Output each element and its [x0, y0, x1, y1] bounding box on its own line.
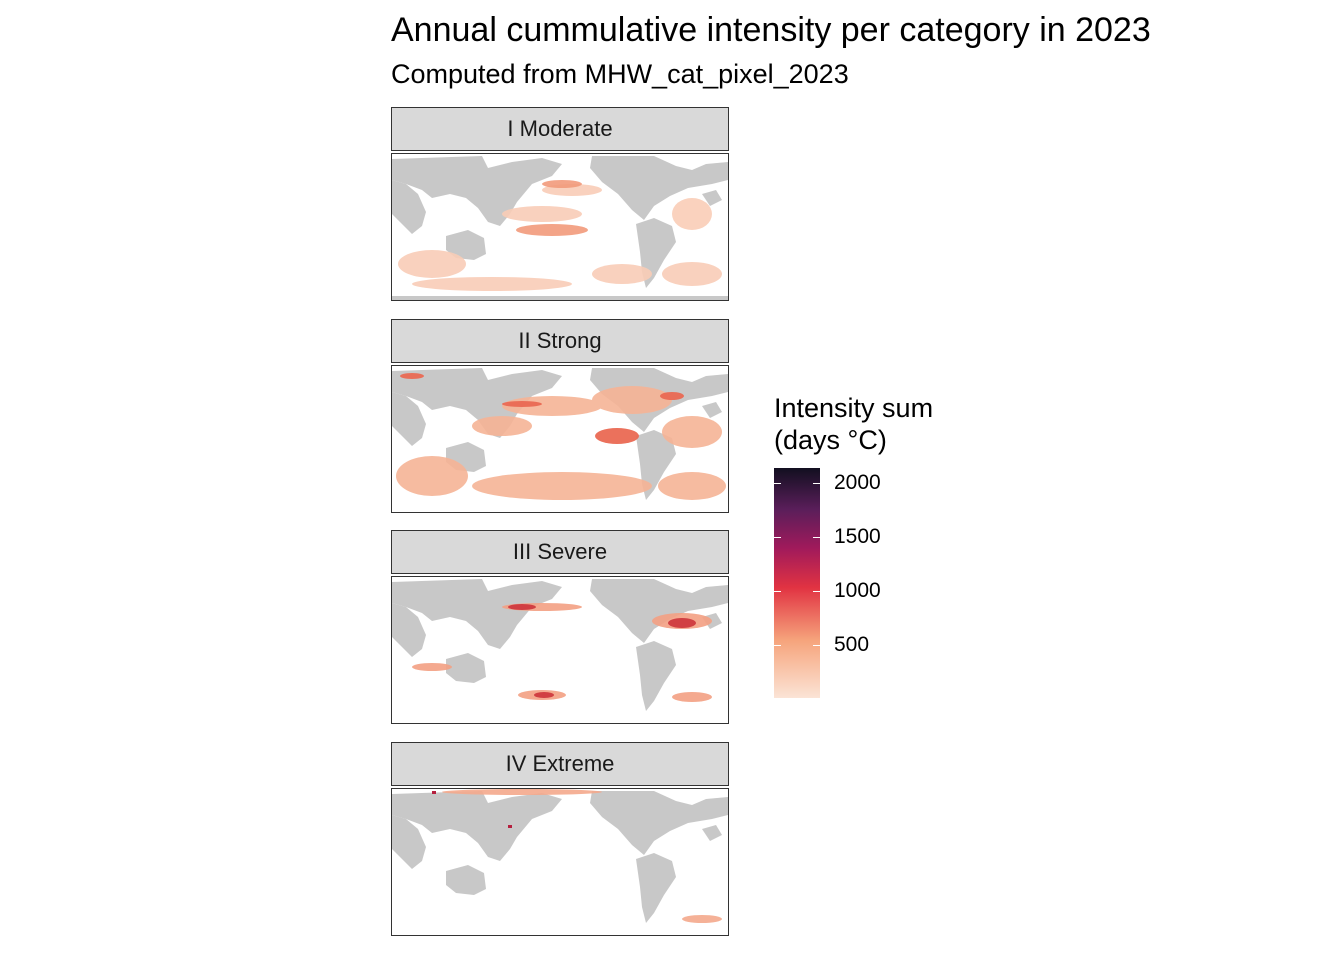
facet-label: IV Extreme — [505, 751, 615, 776]
world-map — [392, 789, 728, 923]
facet-strip-extreme: IV Extreme — [391, 742, 729, 786]
world-map — [392, 368, 728, 500]
legend-tick — [774, 645, 781, 646]
legend-tick — [813, 537, 820, 538]
legend-tick — [774, 591, 781, 592]
world-map — [392, 156, 728, 300]
facet-panel-strong: II Strong — [391, 319, 729, 513]
world-map — [392, 579, 728, 711]
plot-subtitle: Computed from MHW_cat_pixel_2023 — [391, 59, 849, 89]
legend-tick-label-1000: 1000 — [834, 579, 881, 602]
legend-tick-label-500: 500 — [834, 633, 870, 656]
legend-title-line1: Intensity sum — [774, 393, 934, 423]
map-strong — [391, 365, 729, 513]
legend-tick-label-1500: 1500 — [834, 525, 881, 548]
facet-strip-severe: III Severe — [391, 530, 729, 574]
legend-tick — [813, 483, 820, 484]
map-extreme — [391, 788, 729, 936]
map-moderate — [391, 153, 729, 301]
facet-label: II Strong — [518, 328, 602, 353]
legend-colorbar — [774, 468, 820, 698]
facet-panel-extreme: IV Extreme — [391, 742, 729, 936]
facet-label: I Moderate — [507, 116, 613, 141]
legend-tick — [774, 537, 781, 538]
map-severe — [391, 576, 729, 724]
facet-label: III Severe — [512, 539, 608, 564]
plot-title: Annual cummulative intensity per categor… — [391, 11, 1151, 49]
legend-tick-label-2000: 2000 — [834, 471, 881, 494]
legend-tick — [774, 483, 781, 484]
facet-panel-moderate: I Moderate — [391, 107, 729, 301]
facet-panel-severe: III Severe — [391, 530, 729, 724]
legend-title: Intensity sum (days °C) — [774, 392, 933, 456]
legend-tick — [813, 645, 820, 646]
legend-tick — [813, 591, 820, 592]
legend-title-line2: (days °C) — [774, 425, 887, 455]
facet-strip-strong: II Strong — [391, 319, 729, 363]
facet-strip-moderate: I Moderate — [391, 107, 729, 151]
